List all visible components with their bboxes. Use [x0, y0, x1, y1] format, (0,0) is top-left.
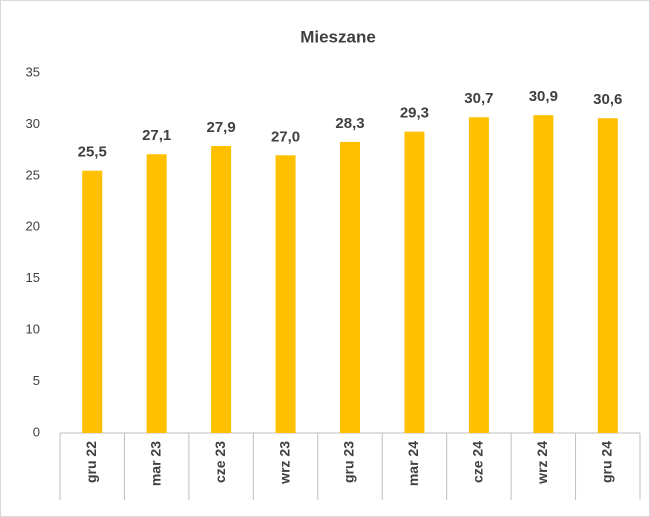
x-tick-label: gru 22 [83, 441, 99, 483]
x-tick-label: gru 23 [341, 441, 357, 483]
bar [597, 118, 618, 433]
bar [533, 115, 554, 434]
y-tick-label: 25 [26, 167, 40, 182]
bar [211, 146, 232, 433]
y-tick-label: 15 [26, 270, 40, 285]
data-label: 25,5 [78, 144, 107, 161]
data-label: 27,0 [271, 128, 300, 145]
y-tick-label: 0 [33, 424, 40, 439]
y-tick-label: 10 [26, 322, 40, 337]
x-tick-label: cze 23 [212, 441, 228, 483]
x-tick-label: mar 23 [147, 441, 163, 486]
y-tick-label: 30 [26, 116, 40, 131]
bar [404, 131, 425, 433]
y-tick-label: 20 [26, 219, 40, 234]
data-label: 30,9 [529, 88, 558, 105]
x-tick-label: wrz 24 [534, 441, 550, 485]
bar [82, 170, 103, 433]
data-label: 30,6 [593, 91, 622, 108]
y-tick-label: 35 [26, 64, 40, 79]
chart-title: Mieszane [300, 27, 376, 46]
x-tick-label: wrz 23 [276, 441, 292, 485]
data-label: 30,7 [464, 90, 493, 107]
bar [146, 154, 167, 433]
y-tick-label: 5 [33, 373, 40, 388]
bar [468, 117, 489, 433]
data-label: 29,3 [400, 105, 429, 122]
x-tick-label: gru 24 [598, 441, 614, 483]
data-label: 27,1 [142, 127, 171, 144]
bar [275, 155, 296, 434]
x-tick-label: cze 24 [470, 441, 486, 483]
data-label: 28,3 [335, 115, 364, 132]
bar [340, 141, 360, 433]
x-tick-label: mar 24 [405, 441, 421, 486]
data-label: 27,9 [207, 119, 236, 136]
